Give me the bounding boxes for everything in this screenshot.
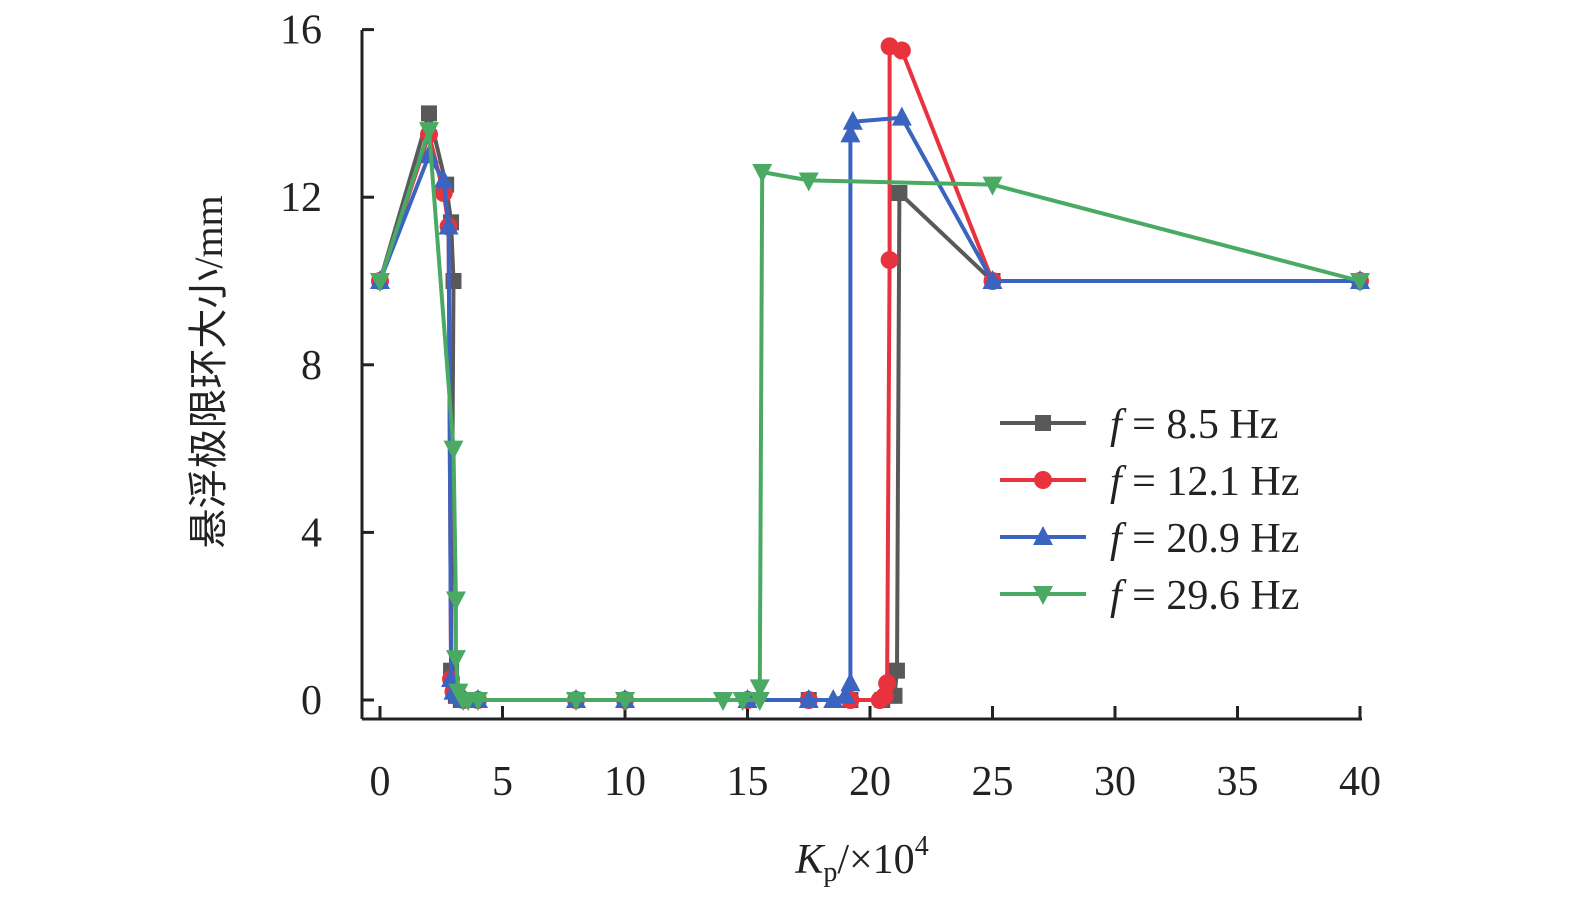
series-3-point-1 xyxy=(419,122,439,142)
legend-label-1: f = 12.1 Hz xyxy=(1110,459,1299,505)
legend-swatch-0 xyxy=(1000,415,1086,431)
series-2-point-12 xyxy=(798,689,819,708)
x-tick-label-2: 10 xyxy=(604,759,646,805)
legend-swatch-3 xyxy=(1000,586,1086,605)
series-3-point-18 xyxy=(1350,273,1370,292)
legend-marker-1 xyxy=(1034,471,1052,489)
series-3-point-11 xyxy=(713,692,733,711)
x-tick-label-8: 40 xyxy=(1339,759,1381,805)
legend-label-0: f = 8.5 Hz xyxy=(1110,402,1278,448)
x-ticks: 0 5 10 15 20 25 30 35 40 xyxy=(370,706,1381,805)
x-axis-title-symbol: K xyxy=(794,837,825,883)
y-tick-label-1: 4 xyxy=(301,510,322,556)
y-tick-label-2: 8 xyxy=(301,343,322,389)
series-2-point-15 xyxy=(840,672,861,692)
series-2-point-18 xyxy=(891,106,912,126)
x-axis-title-suffix: /×10 xyxy=(837,837,914,883)
y-tick-label-3: 12 xyxy=(280,175,322,221)
series-3-point-16 xyxy=(798,172,819,192)
series-3-point-17 xyxy=(982,176,1003,196)
series-3-point-8 xyxy=(468,692,488,711)
series-3-point-9 xyxy=(566,692,586,711)
legend-swatch-2 xyxy=(1000,526,1086,545)
series-3-point-0 xyxy=(370,273,390,292)
legend: f = 8.5 Hz f = 12.1 Hz f = 20.9 Hz f = 2… xyxy=(1000,402,1299,619)
series-2-point-16 xyxy=(840,123,861,143)
legend-item-2: f = 20.9 Hz xyxy=(1000,516,1299,562)
legend-label-3-text: = 29.6 Hz xyxy=(1122,573,1300,619)
series-0-point-1 xyxy=(421,105,437,122)
x-axis-title: Kp/×104 xyxy=(794,831,928,888)
series-3-point-3 xyxy=(445,591,466,611)
legend-marker-0 xyxy=(1035,415,1051,431)
x-tick-label-1: 5 xyxy=(492,759,513,805)
y-tick-label-0: 0 xyxy=(301,678,322,724)
x-axis-title-superscript: 4 xyxy=(915,831,929,862)
legend-label-1-text: = 12.1 Hz xyxy=(1122,459,1300,505)
series-3-point-15 xyxy=(752,164,773,184)
legend-item-3: f = 29.6 Hz xyxy=(1000,573,1299,619)
series-3-point-13 xyxy=(749,692,770,711)
y-tick-label-4: 16 xyxy=(280,8,322,54)
series-2-point-17 xyxy=(842,110,863,130)
series-3-point-14 xyxy=(749,679,770,699)
series-1-point-17 xyxy=(880,251,899,270)
y-ticks: 0 4 8 12 16 xyxy=(280,8,374,724)
y-axis-title: 悬浮极限环大小/mm xyxy=(186,195,231,548)
series-3-point-2 xyxy=(443,440,464,460)
legend-item-0: f = 8.5 Hz xyxy=(1000,402,1278,448)
series-3-point-10 xyxy=(615,692,635,711)
x-tick-label-7: 35 xyxy=(1217,759,1259,805)
legend-label-0-text: = 8.5 Hz xyxy=(1122,402,1279,448)
legend-label-2-text: = 20.9 Hz xyxy=(1122,516,1300,562)
legend-label-3: f = 29.6 Hz xyxy=(1110,573,1299,619)
series-2-point-19 xyxy=(982,270,1003,289)
series-1-point-16 xyxy=(878,674,897,693)
legend-swatch-1 xyxy=(1000,471,1086,489)
series-layer xyxy=(370,37,1370,711)
series-2-point-2 xyxy=(433,169,454,189)
series-3 xyxy=(370,122,1370,711)
series-3-point-12 xyxy=(732,692,753,711)
legend-marker-3 xyxy=(1033,586,1053,605)
x-tick-label-5: 25 xyxy=(972,759,1014,805)
x-tick-label-3: 15 xyxy=(727,759,769,805)
series-3-point-4 xyxy=(445,650,466,670)
x-tick-label-6: 30 xyxy=(1094,759,1136,805)
series-0-point-17 xyxy=(888,662,905,679)
legend-item-1: f = 12.1 Hz xyxy=(1000,459,1299,505)
series-0-point-18 xyxy=(891,185,908,202)
axes xyxy=(360,30,1362,721)
legend-label-2: f = 20.9 Hz xyxy=(1110,516,1299,562)
x-tick-label-0: 0 xyxy=(370,759,391,805)
legend-marker-2 xyxy=(1033,526,1053,545)
x-tick-label-4: 20 xyxy=(849,759,891,805)
series-2-point-3 xyxy=(438,215,459,235)
series-2-point-14 xyxy=(835,684,856,704)
series-1-point-19 xyxy=(892,41,911,60)
x-axis-title-subscript: p xyxy=(823,857,837,888)
